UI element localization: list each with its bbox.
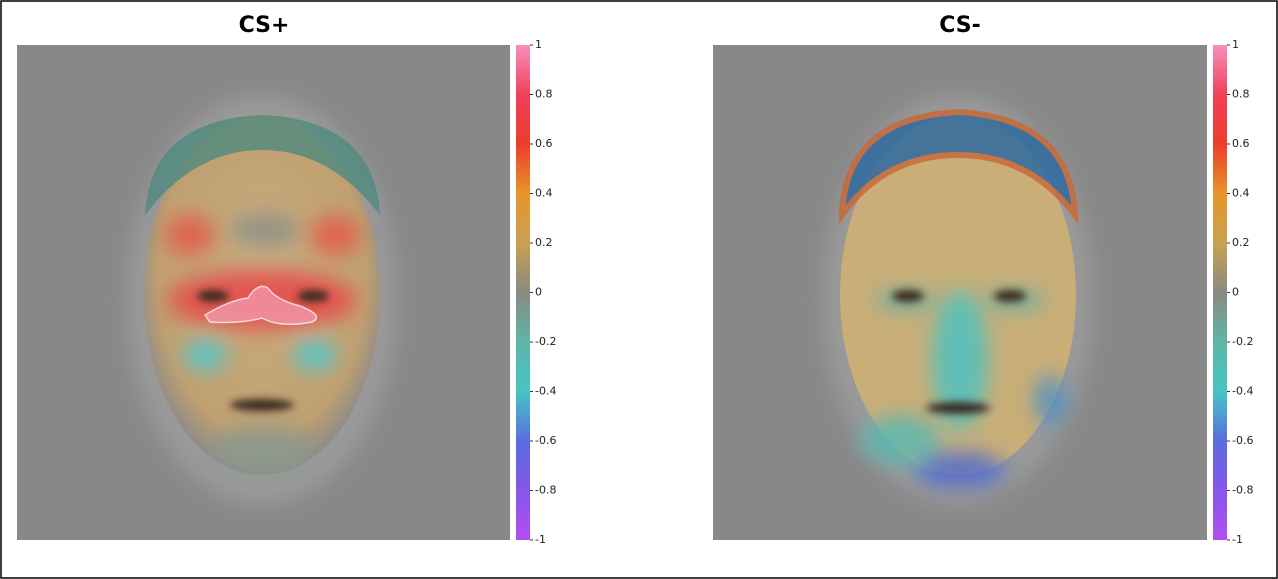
tick-label: 0.2: [535, 236, 553, 249]
panel-title: CS+: [239, 13, 290, 38]
tick-label: 0.8: [1232, 88, 1250, 101]
tick-label: -0.8: [535, 484, 556, 497]
tick-label: 0.6: [1232, 137, 1250, 150]
tick-label: 0: [535, 286, 542, 299]
tick-label: -0.6: [535, 434, 556, 447]
figure: CS+ CS- 1 0.8 0.6 0.4 0.2 0 -0.2 -0.4 -0.6 -0.8 -1…: [0, 0, 1278, 579]
tick-label: -1: [1232, 533, 1243, 546]
tick-label: 0: [1232, 286, 1239, 299]
tick-label: 0.4: [1232, 187, 1250, 200]
tick-label: -0.6: [1232, 434, 1253, 447]
heatmap-image: [17, 45, 510, 540]
tick-label: -0.4: [535, 385, 556, 398]
tick-label: -0.4: [1232, 385, 1253, 398]
panel-title: CS-: [939, 13, 981, 38]
tick-label: -0.8: [1232, 484, 1253, 497]
tick-label: 1: [535, 38, 542, 51]
tick-label: 0.6: [535, 137, 553, 150]
tick-label: -1: [535, 533, 546, 546]
tick-label: 0.8: [535, 88, 553, 101]
tick-label: 0.2: [1232, 236, 1250, 249]
colorbar: [516, 45, 530, 540]
tick-label: 0.4: [535, 187, 553, 200]
tick-label: 1: [1232, 38, 1239, 51]
tick-label: -0.2: [1232, 335, 1253, 348]
colorbar: [1213, 45, 1227, 540]
tick-label: -0.2: [535, 335, 556, 348]
heatmap-image: [713, 45, 1207, 540]
